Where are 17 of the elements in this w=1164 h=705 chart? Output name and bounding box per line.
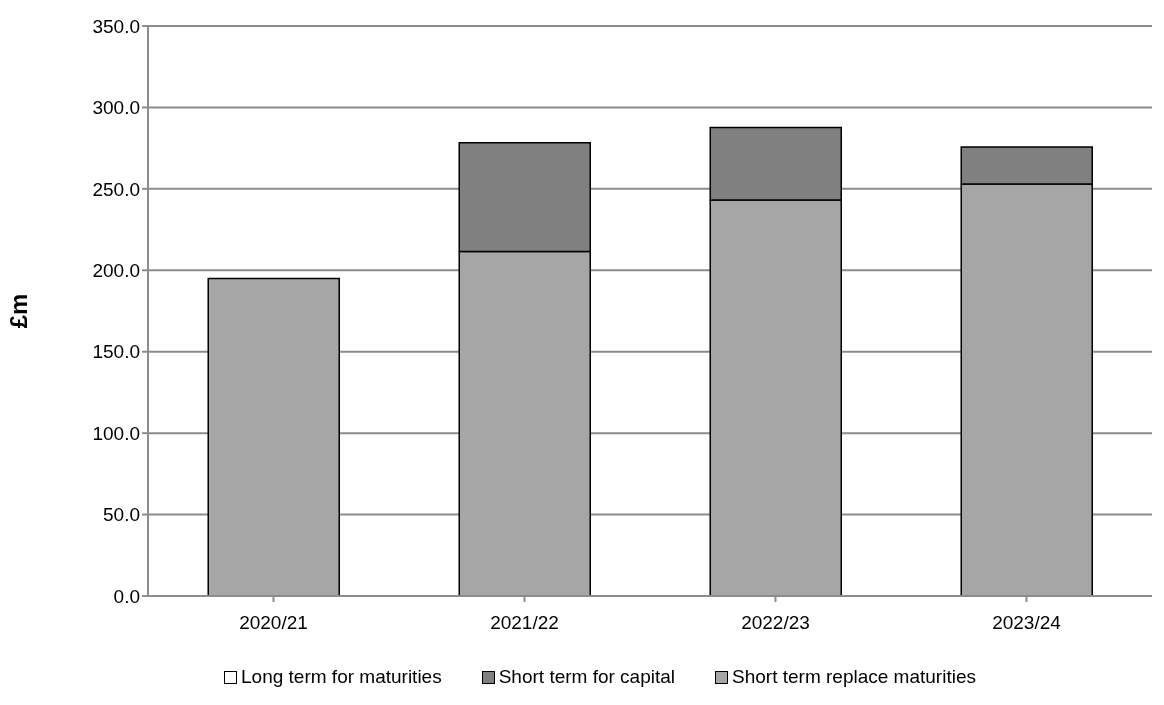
y-tick-label: 300.0 bbox=[92, 97, 140, 119]
y-tick-label: 0.0 bbox=[113, 585, 140, 607]
y-axis-title: £m bbox=[4, 293, 32, 329]
y-tick-label: 350.0 bbox=[92, 15, 140, 37]
legend-label: Short term for capital bbox=[498, 666, 676, 688]
y-tick-label: 150.0 bbox=[92, 341, 140, 363]
legend-label: Long term for maturities bbox=[241, 666, 442, 688]
bar bbox=[207, 277, 340, 596]
y-tick-label: 50.0 bbox=[103, 504, 140, 526]
x-tick-label: 2022/23 bbox=[741, 612, 810, 634]
x-tick-label: 2021/22 bbox=[490, 612, 559, 634]
x-tick-label: 2023/24 bbox=[992, 612, 1062, 634]
y-tick-label: 250.0 bbox=[92, 178, 140, 200]
y-tick-label: 100.0 bbox=[92, 422, 140, 444]
y-tick-label: 200.0 bbox=[92, 260, 140, 282]
x-tick-label: 2020/21 bbox=[239, 612, 308, 634]
legend-label: Short term replace maturities bbox=[732, 666, 976, 688]
